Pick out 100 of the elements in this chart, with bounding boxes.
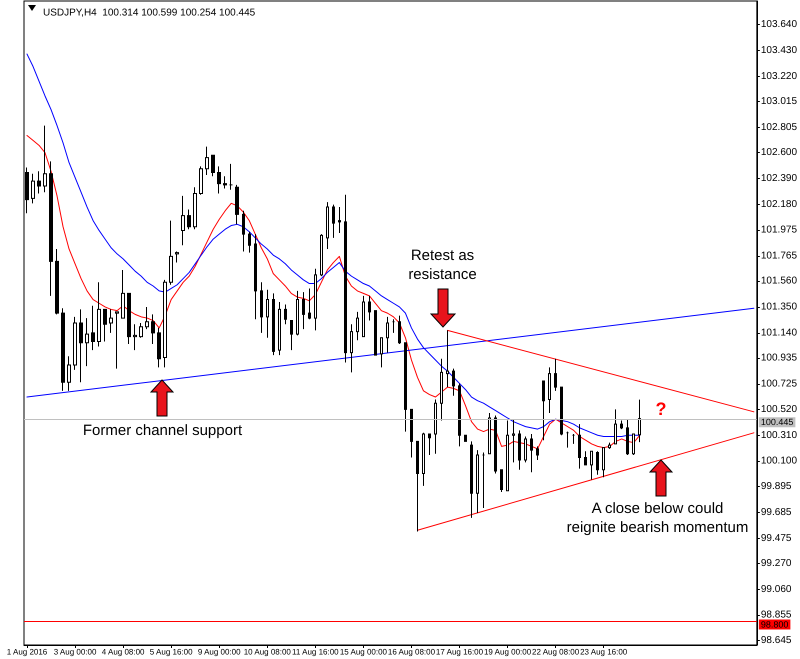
- y-tick-label: 103.015: [760, 96, 798, 108]
- y-tick-label: 102.180: [760, 199, 798, 210]
- candlestick: [85, 318, 89, 367]
- candlestick: [476, 450, 479, 514]
- candlestick: [139, 322, 143, 338]
- candlestick: [181, 195, 185, 246]
- candlestick: [79, 308, 83, 383]
- candlestick: [302, 292, 305, 330]
- y-tick-label: 102.600: [760, 147, 798, 158]
- candlestick: [254, 234, 257, 320]
- candlestick: [199, 166, 203, 196]
- candlestick: [326, 202, 329, 250]
- candlestick: [43, 125, 47, 193]
- candlestick: [151, 314, 155, 344]
- annotation: Retest as resistance: [407, 246, 478, 284]
- candlestick: [314, 268, 317, 331]
- x-tick-label: 9 Aug 00:00: [198, 648, 242, 656]
- candlestick: [410, 408, 413, 458]
- y-tick-label: 101.560: [760, 276, 798, 287]
- candlestick: [272, 292, 275, 356]
- candlestick: [127, 292, 131, 344]
- y-tick-label: 101.140: [760, 327, 798, 338]
- candlestick: [566, 431, 569, 448]
- candlestick: [260, 282, 263, 334]
- candlestick: [392, 318, 395, 334]
- x-tick-label: 10 Aug 08:00: [244, 648, 292, 656]
- candlestick: [308, 288, 311, 320]
- candlestick: [428, 434, 431, 456]
- candlestick: [320, 234, 323, 277]
- candlestick: [446, 330, 449, 388]
- candlestick: [187, 209, 191, 230]
- y-tick-label: 101.975: [760, 224, 798, 236]
- y-tick-label: 102.805: [760, 122, 798, 133]
- y-tick-label: 98.645: [760, 635, 792, 646]
- y-tick-label: 100.935: [760, 352, 798, 364]
- candlestick: [548, 366, 551, 414]
- y-tick-label: 98.855: [760, 609, 792, 620]
- candlestick: [163, 279, 167, 368]
- annotation: Former channel support: [82, 421, 244, 440]
- candlestick: [350, 324, 353, 373]
- candlestick: [133, 324, 137, 351]
- candlestick: [205, 146, 209, 176]
- candlestick: [296, 290, 299, 336]
- y-tick-label: 99.895: [760, 480, 792, 492]
- candlestick: [290, 320, 293, 351]
- candlestick: [284, 304, 287, 325]
- candlestick: [73, 316, 77, 370]
- candlestick: [416, 440, 419, 532]
- ref-line-label: 98.800: [760, 620, 788, 630]
- candlestick: [524, 436, 527, 463]
- candlestick: [500, 469, 503, 493]
- y-tick-label: 100.310: [760, 430, 798, 441]
- candlestick: [482, 452, 485, 509]
- x-tick-label: 23 Aug 16:00: [580, 648, 628, 656]
- candlestick: [115, 311, 119, 370]
- candlestick: [638, 399, 641, 443]
- candlestick: [380, 337, 383, 368]
- candlestick: [175, 250, 179, 264]
- candlestick: [536, 446, 539, 460]
- y-tick-label: 99.685: [760, 506, 792, 518]
- candlestick: [554, 358, 557, 392]
- candlestick: [578, 424, 581, 470]
- candlestick: [368, 295, 371, 322]
- candlestick: [332, 204, 335, 238]
- candlestick: [596, 450, 599, 476]
- candlestick: [344, 194, 347, 363]
- candlestick: [211, 154, 215, 177]
- candlestick: [458, 382, 461, 447]
- y-tick-label: 101.350: [760, 301, 798, 312]
- candlestick: [266, 289, 269, 338]
- candlestick: [626, 418, 629, 456]
- candlestick: [109, 308, 113, 334]
- candlestick: [374, 310, 377, 356]
- candlestick: [223, 176, 227, 190]
- candlestick: [278, 302, 281, 356]
- x-tick-label: 19 Aug 00:00: [484, 648, 532, 656]
- candlestick: [55, 248, 59, 315]
- x-tick-label: 5 Aug 16:00: [150, 648, 194, 656]
- candlestick: [560, 386, 563, 436]
- y-tick-label: 103.220: [760, 70, 798, 82]
- x-tick-label: 3 Aug 00:00: [54, 648, 97, 656]
- candlestick: [49, 160, 53, 296]
- candlestick: [488, 412, 491, 454]
- x-tick-label: 11 Aug 16:00: [292, 648, 340, 656]
- candlestick: [217, 166, 221, 194]
- candlestick: [242, 210, 245, 252]
- candlestick: [464, 434, 467, 442]
- candlestick: [608, 442, 611, 450]
- candlestick: [61, 308, 65, 392]
- candlestick: [31, 173, 35, 204]
- y-tick-label: 103.640: [760, 18, 798, 30]
- candlestick: [620, 420, 623, 430]
- candlestick: [121, 269, 125, 319]
- candlestick: [572, 434, 575, 444]
- y-tick-label: 99.270: [760, 558, 792, 570]
- candlestick: [362, 295, 365, 338]
- candlestick: [590, 450, 593, 480]
- candlestick: [542, 380, 545, 441]
- x-tick-label: 16 Aug 08:00: [388, 648, 436, 656]
- y-tick-label: 100.520: [760, 404, 798, 415]
